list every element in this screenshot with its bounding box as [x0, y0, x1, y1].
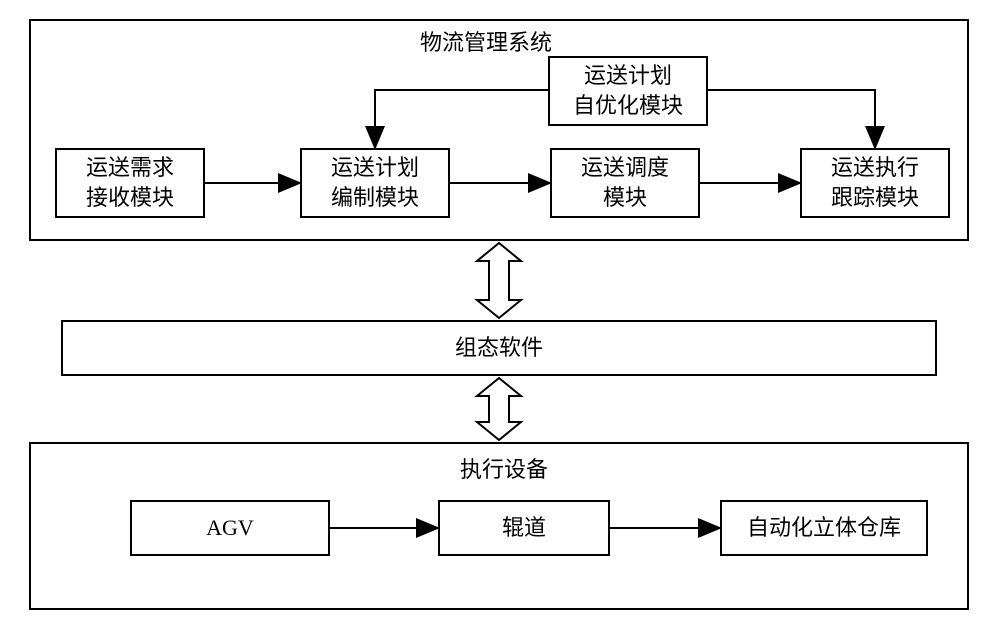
node-label-agv: AGV — [206, 513, 254, 543]
node-opt: 运送计划自优化模块 — [548, 56, 708, 126]
node-recv: 运送需求接收模块 — [55, 148, 205, 218]
node-label-recv: 运送需求接收模块 — [86, 153, 174, 212]
node-label-exec: 运送执行跟踪模块 — [831, 153, 919, 212]
node-label-soft: 组态软件 — [455, 333, 543, 363]
node-label-ware: 自动化立体仓库 — [747, 513, 901, 543]
container-title-top: 物流管理系统 — [420, 25, 552, 57]
diagram-canvas: 物流管理系统执行设备 运送计划自优化模块运送需求接收模块 运送计划编制模块 运送调度模… — [0, 0, 1000, 629]
node-label-sched: 运送调度模块 — [581, 153, 669, 212]
node-exec: 运送执行跟踪模块 — [800, 148, 950, 218]
node-label-roll: 辊道 — [502, 513, 546, 543]
node-label-opt: 运送计划自优化模块 — [573, 61, 683, 120]
node-agv: AGV — [130, 500, 330, 556]
node-ware: 自动化立体仓库 — [720, 500, 928, 556]
container-title-bottom: 执行设备 — [460, 452, 548, 484]
node-roll: 辊道 — [438, 500, 610, 556]
node-label-plan: 运送计划编制模块 — [331, 153, 419, 212]
node-soft: 组态软件 — [61, 320, 937, 376]
node-plan: 运送计划编制模块 — [300, 148, 450, 218]
node-sched: 运送调度模块 — [550, 148, 700, 218]
